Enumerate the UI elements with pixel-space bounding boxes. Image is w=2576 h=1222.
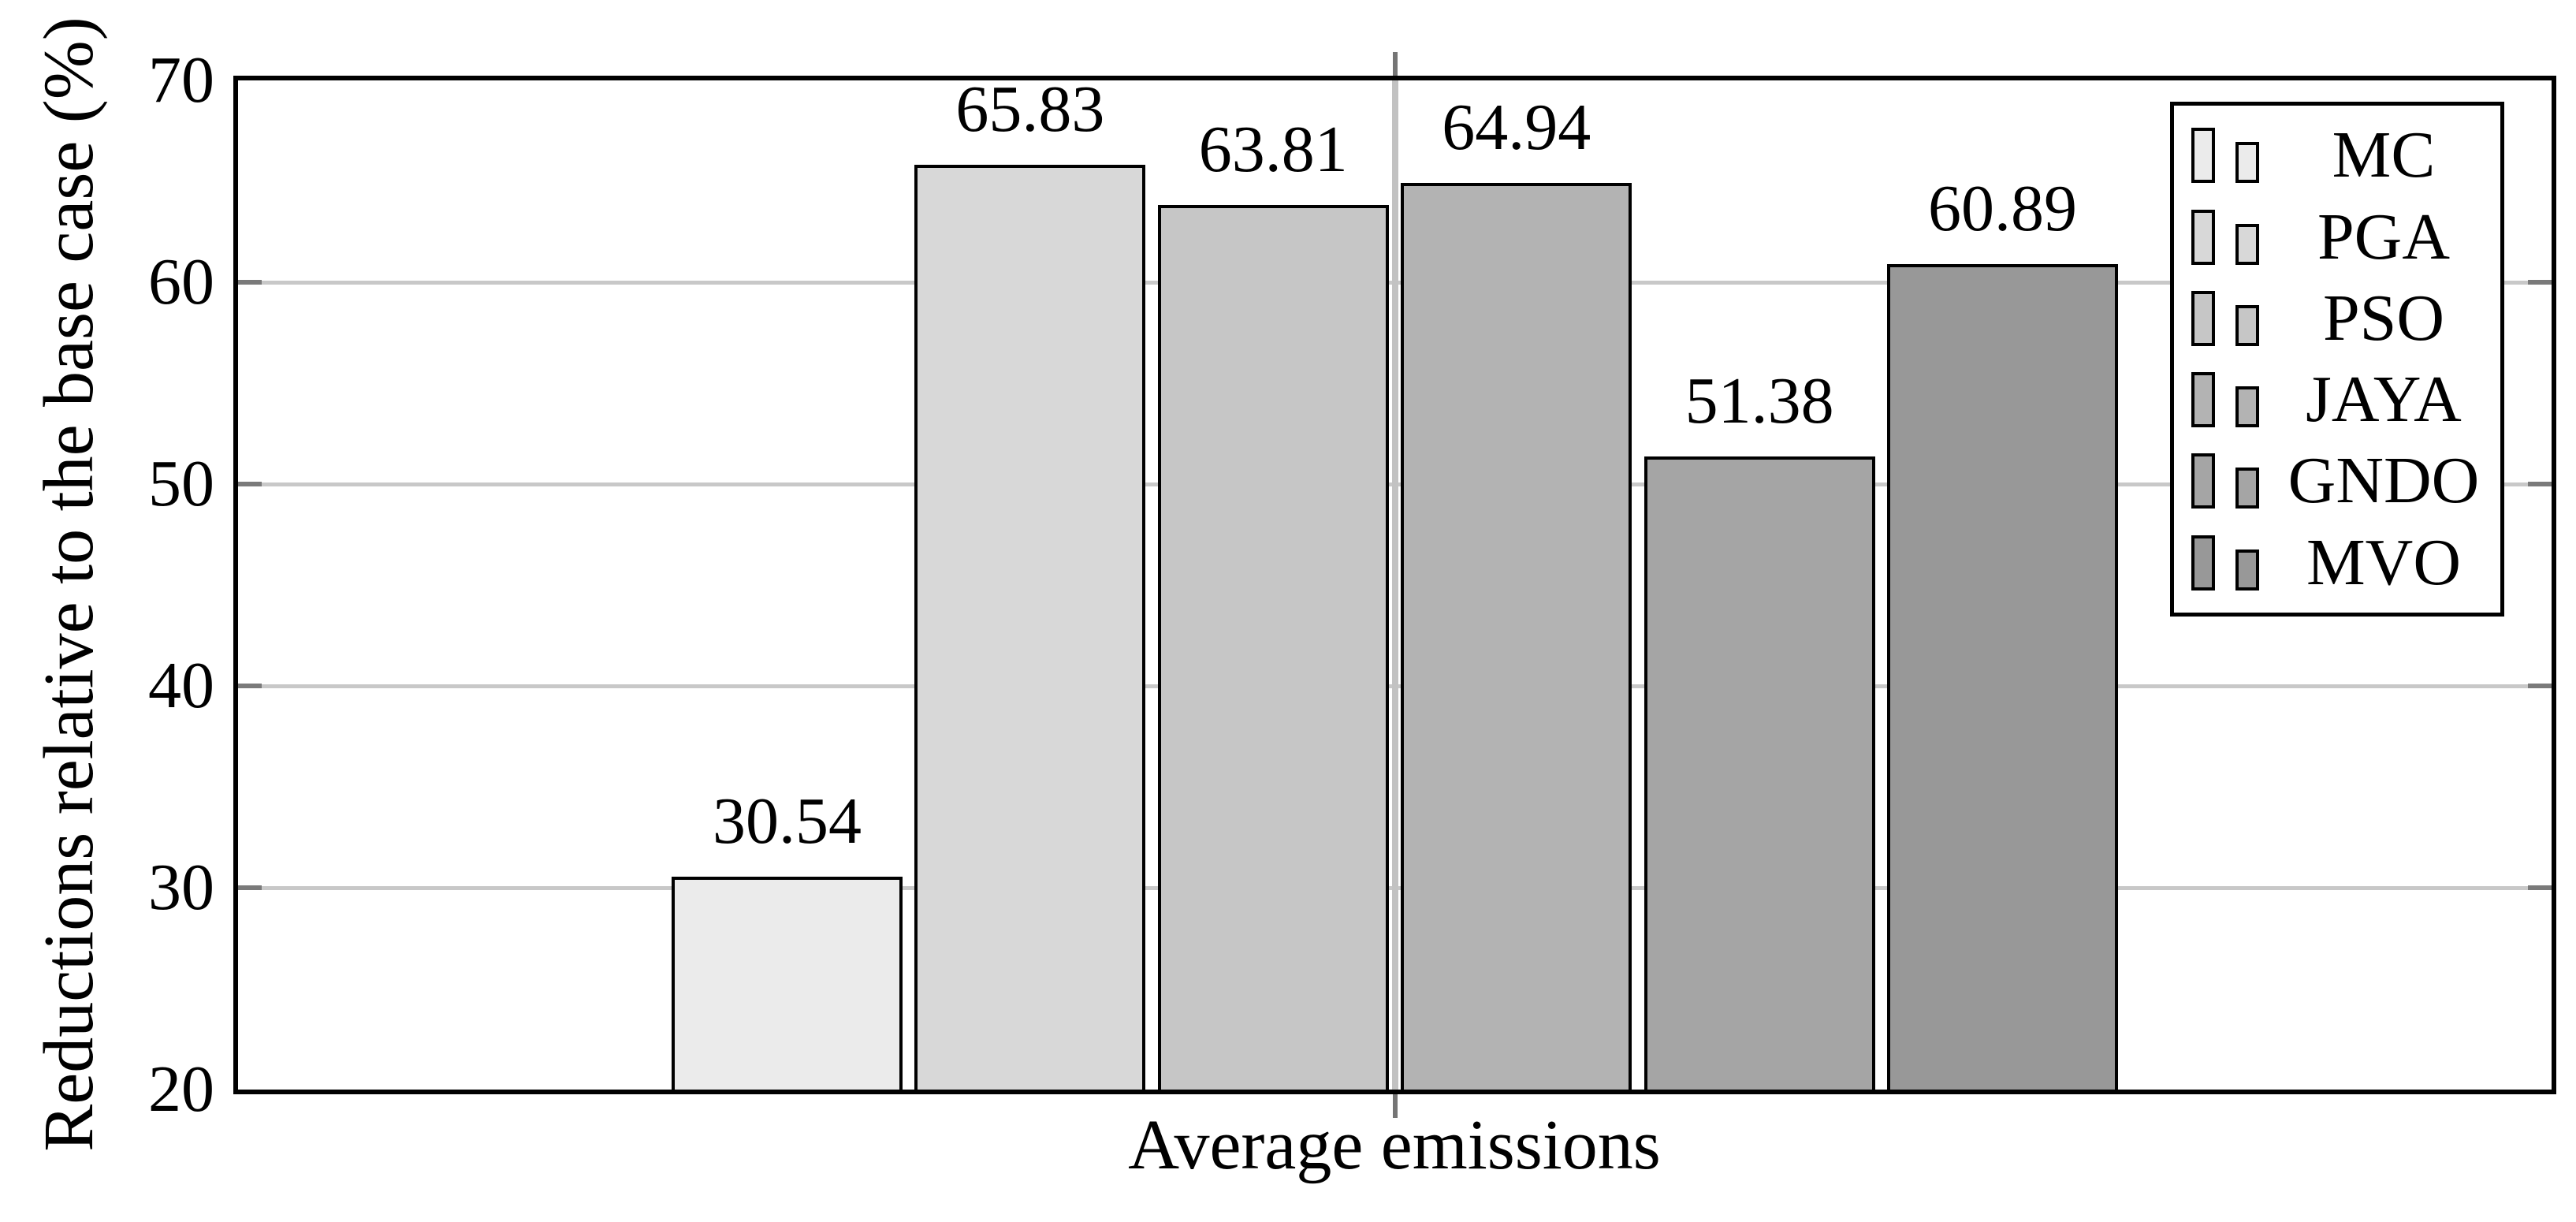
legend-label-MVO: MVO (2306, 525, 2461, 599)
legend-swatch-icon (2235, 386, 2259, 428)
y-tick-label-50: 50 (148, 447, 214, 520)
center-gridline (1391, 80, 1398, 1090)
legend-row-MVO: MVO (2174, 523, 2500, 602)
legend-label-MC: MC (2332, 118, 2436, 192)
bar-PSO (1157, 205, 1389, 1090)
y-tick-label-70: 70 (148, 43, 214, 117)
bar-JAYA (1401, 182, 1632, 1090)
bar-value-label-PSO: 63.81 (1198, 113, 1348, 187)
y-tick-mark-left-30 (238, 885, 262, 890)
bar-PGA (914, 164, 1146, 1090)
y-tick-label-40: 40 (148, 649, 214, 722)
bar-MVO (1887, 264, 2118, 1090)
y-tick-label-60: 60 (148, 245, 214, 319)
y-tick-mark-right-40 (2528, 684, 2552, 688)
y-tick-mark-right-50 (2528, 482, 2552, 486)
y-tick-label-30: 30 (148, 851, 214, 924)
y-tick-mark-right-60 (2528, 280, 2552, 285)
legend-marker-JAYA (2191, 372, 2278, 428)
y-tick-mark-left-60 (238, 280, 262, 285)
legend-row-GNDO: GNDO (2174, 441, 2500, 520)
bar-value-label-MC: 30.54 (713, 784, 862, 859)
legend-swatch-icon (2191, 372, 2215, 428)
y-tick-mark-right-30 (2528, 885, 2552, 890)
legend-row-JAYA: JAYA (2174, 360, 2500, 439)
legend-marker-GNDO (2191, 453, 2278, 509)
legend-swatch-icon (2191, 290, 2215, 346)
legend-box: MC PGA PSO JAYA GNDO MVO (2170, 102, 2504, 617)
bar-value-label-PGA: 65.83 (955, 72, 1105, 146)
y-tick-mark-left-40 (238, 684, 262, 688)
bar-GNDO (1644, 456, 1875, 1090)
legend-swatch-icon (2191, 128, 2215, 184)
legend-label-PSO: PSO (2322, 281, 2445, 355)
legend-marker-MVO (2191, 535, 2278, 591)
legend-label-GNDO: GNDO (2288, 444, 2480, 518)
y-tick-mark-left-50 (238, 482, 262, 486)
legend-swatch-icon (2191, 535, 2215, 591)
legend-label-PGA: PGA (2317, 199, 2451, 274)
legend-swatch-icon (2235, 468, 2259, 509)
x-axis-label: Average emissions (1128, 1106, 1661, 1184)
legend-swatch-icon (2235, 142, 2259, 184)
legend-row-PGA: PGA (2174, 198, 2500, 277)
plot-area: 30.54 65.83 63.81 64.94 51.38 60.89 (233, 52, 2556, 1118)
legend-swatch-icon (2191, 453, 2215, 509)
bar-MC (672, 877, 903, 1090)
legend-row-MC: MC (2174, 116, 2500, 195)
y-tick-label-20: 20 (148, 1052, 214, 1126)
x-tick-mark-top (1392, 52, 1398, 76)
legend-swatch-icon (2235, 223, 2259, 265)
legend-swatch-icon (2191, 209, 2215, 265)
legend-swatch-icon (2235, 549, 2259, 591)
y-axis-label: Reductions relative to the base case (%) (30, 17, 108, 1152)
legend-swatch-icon (2235, 304, 2259, 346)
bar-value-label-MVO: 60.89 (1928, 172, 2077, 246)
legend-marker-MC (2191, 128, 2278, 184)
legend-marker-PSO (2191, 290, 2278, 346)
bar-value-label-GNDO: 51.38 (1684, 363, 1834, 438)
x-tick-mark-bottom (1392, 1094, 1398, 1118)
bar-value-label-JAYA: 64.94 (1442, 90, 1591, 164)
legend-row-PSO: PSO (2174, 279, 2500, 358)
legend-label-JAYA: JAYA (2306, 363, 2462, 437)
legend-marker-PGA (2191, 209, 2278, 265)
